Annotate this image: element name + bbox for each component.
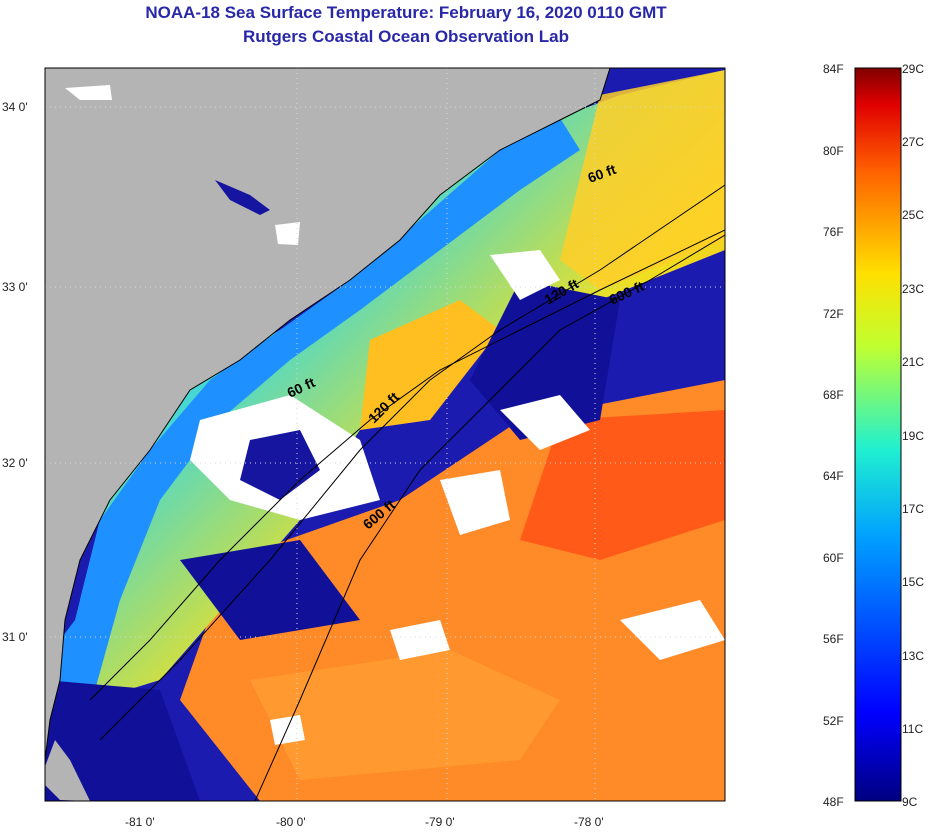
colorbar — [854, 67, 902, 802]
cold-patch-3 — [45, 680, 200, 801]
colorbar-f-label: 60F — [823, 551, 844, 565]
inland-water-3 — [65, 85, 112, 100]
lon-label: -78 0' — [574, 815, 604, 829]
map-frame — [44, 67, 726, 802]
lat-label: 34 0' — [2, 100, 28, 114]
isobath-60 — [89, 229, 725, 701]
coastline — [45, 68, 611, 761]
land — [45, 68, 610, 760]
warm-band — [250, 650, 560, 780]
cloud-6 — [620, 600, 725, 660]
inland-water-2 — [275, 222, 300, 245]
inland-water-1 — [215, 180, 270, 215]
isobath-600 — [254, 234, 725, 801]
cloud-3 — [490, 250, 560, 300]
colorbar-f-label: 84F — [823, 62, 844, 76]
lon-label: -79 0' — [425, 815, 455, 829]
colorbar-f-label: 72F — [823, 307, 844, 321]
warm-core — [520, 410, 725, 560]
cold-patch-2 — [180, 540, 360, 640]
colorbar-f-label: 76F — [823, 225, 844, 239]
map-area — [45, 68, 725, 801]
land-south — [45, 740, 90, 801]
lat-label: 31 0' — [2, 630, 28, 644]
cloud-7 — [270, 715, 305, 745]
colorbar-f-label: 80F — [823, 144, 844, 158]
colorbar-f-label: 52F — [823, 714, 844, 728]
cloud-4 — [500, 395, 590, 450]
colorbar-f-label: 68F — [823, 388, 844, 402]
colorbar-c-label: 13C — [902, 649, 924, 663]
isobath-120 — [99, 184, 725, 741]
grid-lines — [45, 68, 725, 801]
colorbar-c-label: 17C — [902, 502, 924, 516]
lat-label: 32 0' — [2, 456, 28, 470]
colorbar-c-label: 9C — [902, 795, 918, 809]
colorbar-c-label: 19C — [902, 429, 924, 443]
colorbar-c-label: 27C — [902, 135, 924, 149]
warm-shelf — [560, 70, 725, 290]
map-subtitle: Rutgers Coastal Ocean Observation Lab — [243, 27, 569, 46]
colorbar-c-labels: 29C 27C 25C 23C 21C 19C 17C 15C 13C 11C … — [902, 62, 924, 809]
colorbar-f-labels: 84F 80F 76F 72F 68F 64F 60F 56F 52F 48F — [823, 62, 844, 809]
colorbar-c-label: 15C — [902, 575, 924, 589]
colorbar-f-label: 56F — [823, 632, 844, 646]
colorbar-f-label: 64F — [823, 469, 844, 483]
colorbar-c-label: 21C — [902, 355, 924, 369]
cloud-hole — [240, 430, 320, 500]
lon-label: -81 0' — [125, 815, 155, 829]
lon-label: -80 0' — [276, 815, 306, 829]
coastal-cold — [45, 118, 580, 801]
lat-label: 33 0' — [2, 280, 28, 294]
cloud-5 — [390, 620, 450, 660]
mid-shelf-warm — [360, 300, 500, 430]
colorbar-c-label: 25C — [902, 208, 924, 222]
colorbar-f-label: 48F — [823, 795, 844, 809]
colorbar-c-label: 23C — [902, 282, 924, 296]
colorbar-c-label: 11C — [902, 722, 923, 736]
cloud-2 — [440, 470, 510, 535]
map-title: NOAA-18 Sea Surface Temperature: Februar… — [145, 3, 667, 22]
colorbar-c-label: 29C — [902, 62, 924, 76]
cold-patch-1 — [470, 280, 620, 440]
